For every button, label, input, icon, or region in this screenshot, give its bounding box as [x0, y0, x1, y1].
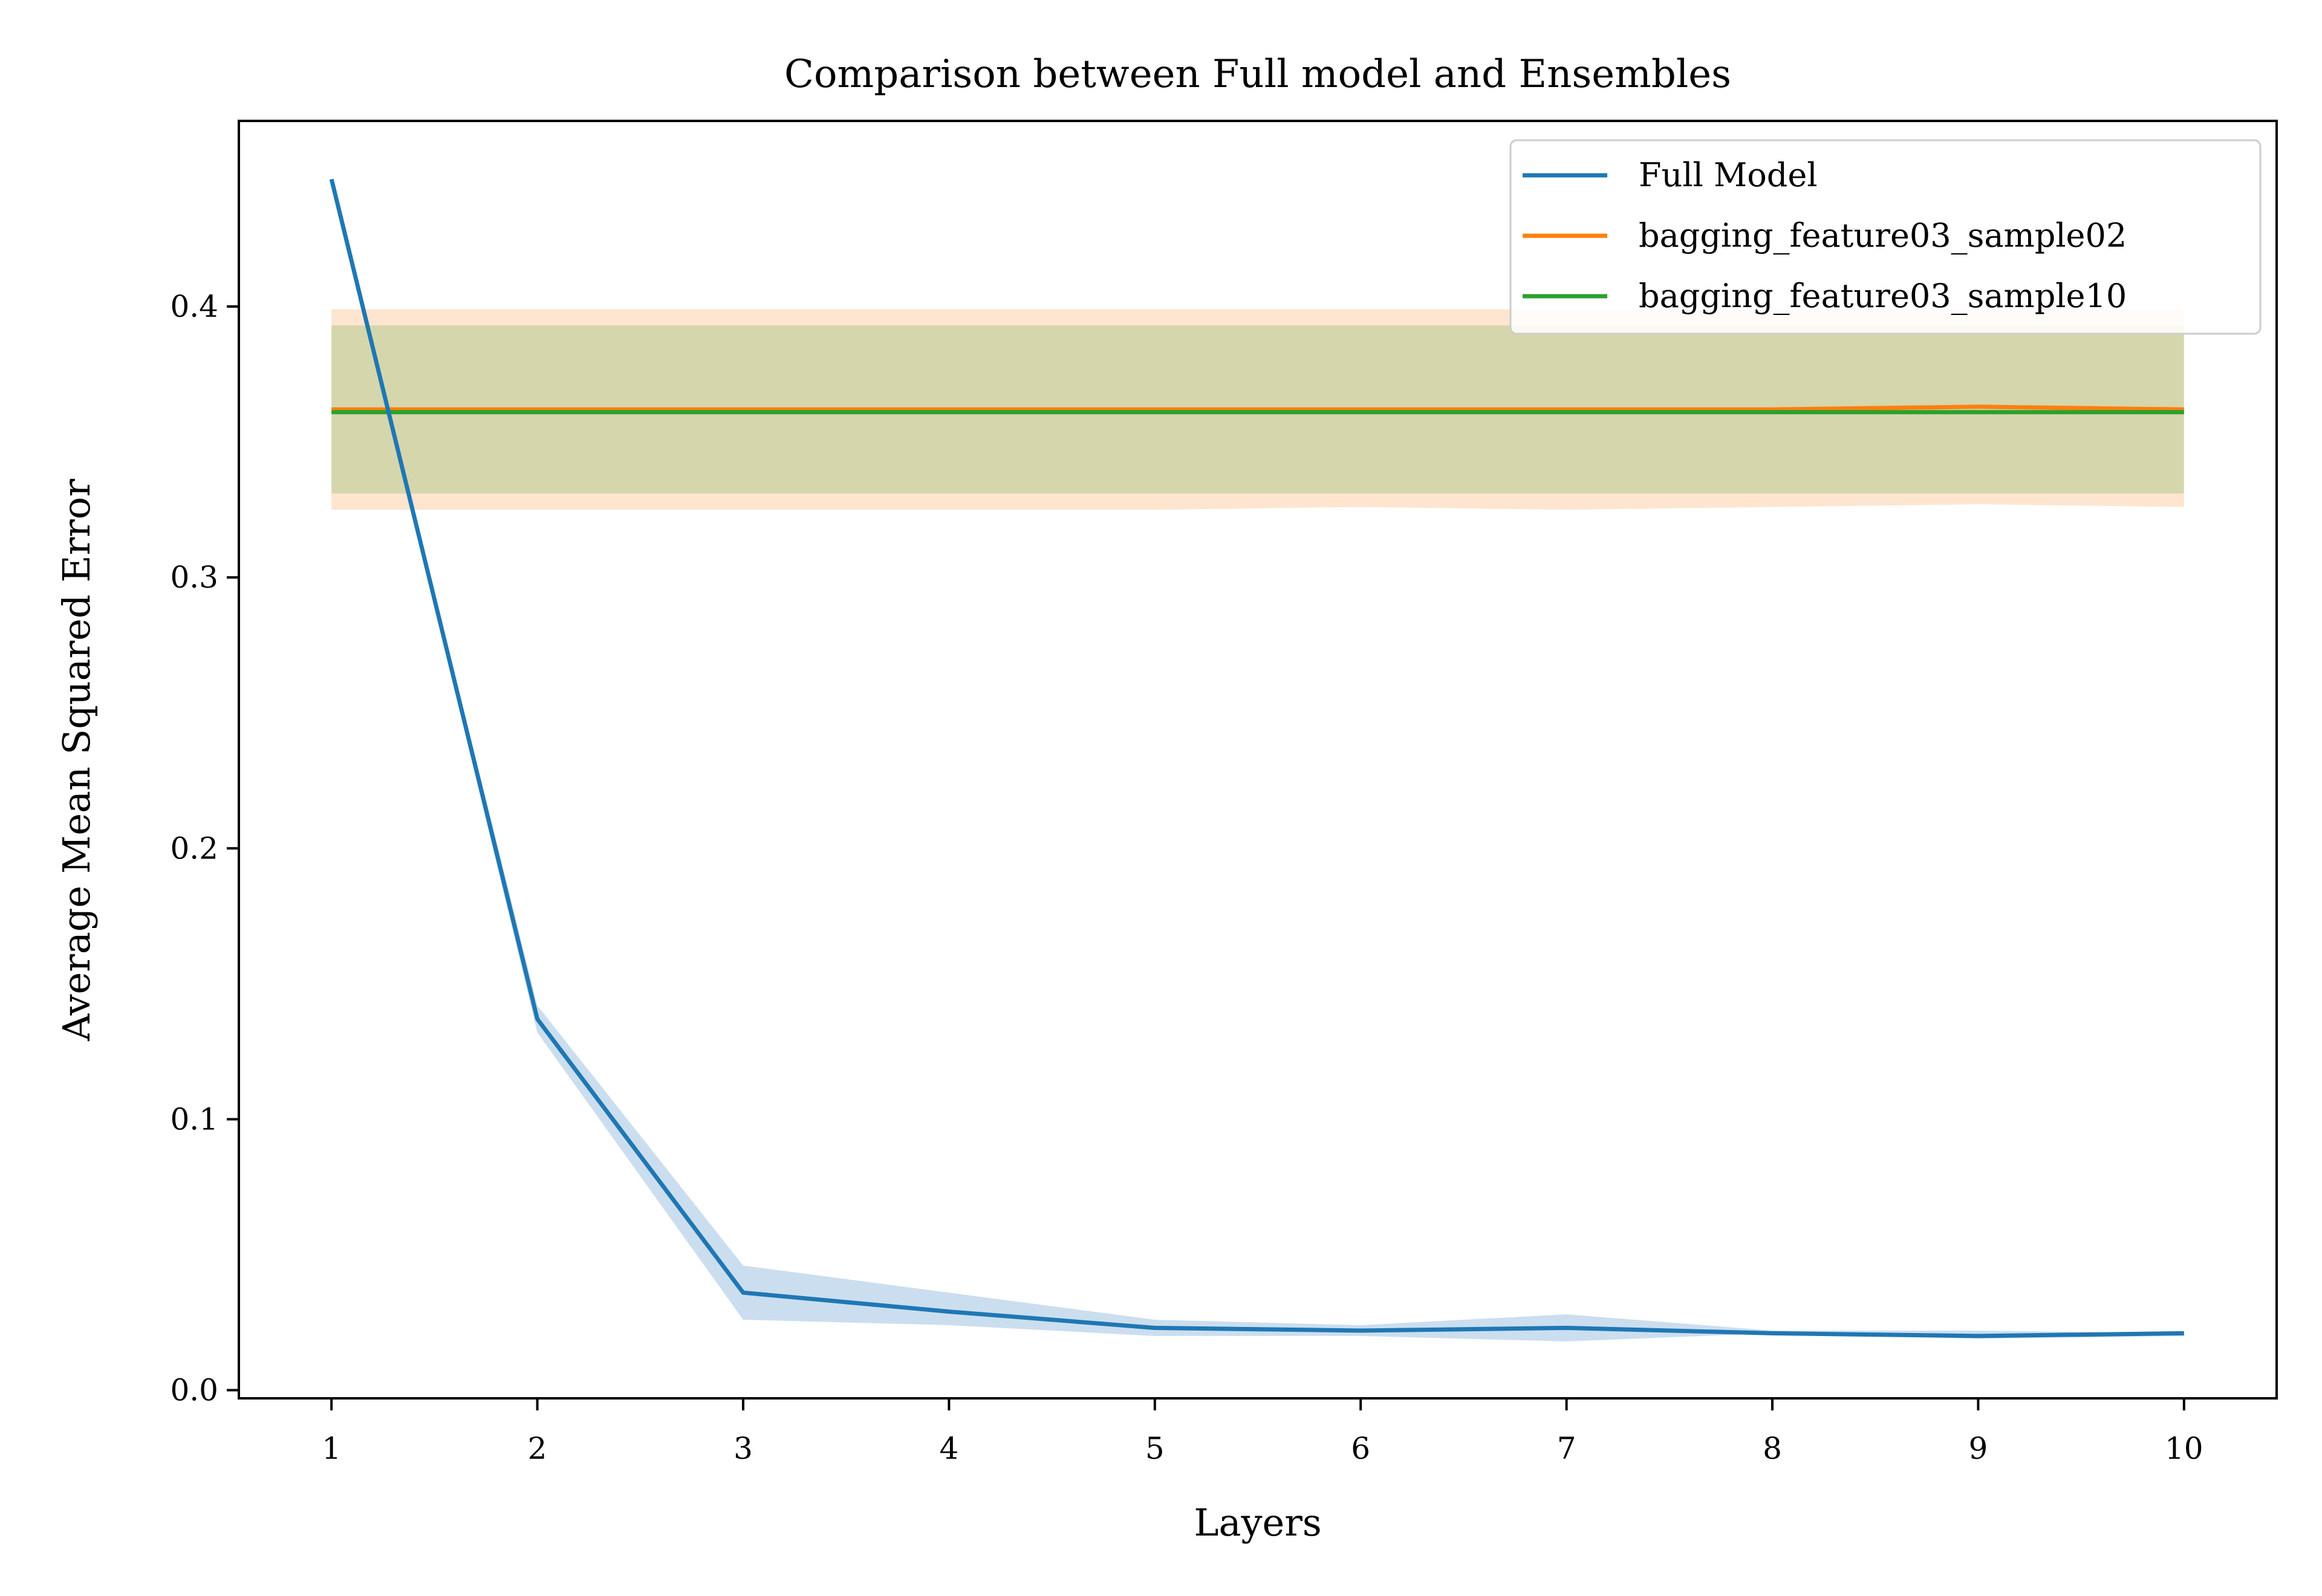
legend-label: bagging_feature03_sample02: [1639, 216, 2127, 255]
x-axis-label: Layers: [1194, 1500, 1321, 1545]
y-tick-label: 0.1: [170, 1101, 218, 1137]
chart-title: Comparison between Full model and Ensemb…: [784, 52, 1731, 97]
legend-entry-sample10: bagging_feature03_sample10: [1523, 277, 2127, 315]
y-tick-label: 0.0: [170, 1373, 218, 1408]
plot-area-frame: [238, 120, 2278, 1400]
legend-entry-full-model: Full Model: [1523, 156, 1818, 194]
x-tick-label: 8: [1763, 1431, 1782, 1466]
x-tick-label: 9: [1969, 1431, 1988, 1466]
x-tick-label: 10: [2165, 1431, 2203, 1466]
x-tick-label: 5: [1145, 1431, 1165, 1466]
y-tick-label: 0.3: [170, 560, 218, 595]
x-tick-label: 4: [939, 1431, 958, 1466]
y-tick-label: 0.4: [170, 289, 218, 324]
series-lines: [329, 178, 2184, 1338]
legend-label: bagging_feature03_sample10: [1639, 277, 2127, 315]
x-tick-label: 7: [1557, 1431, 1576, 1466]
y-axis: 0.0 0.1 0.2 0.3 0.4: [170, 289, 239, 1408]
x-axis: 1 2 3 4 5 6 7 8 9 10: [322, 1398, 2203, 1466]
y-axis-label: Average Mean Squared Error: [54, 479, 99, 1042]
x-tick-label: 3: [733, 1431, 753, 1466]
series-line: [329, 178, 2184, 1338]
legend-label: Full Model: [1639, 156, 1818, 194]
x-tick-label: 1: [322, 1431, 341, 1466]
y-tick-label: 0.2: [170, 831, 218, 866]
legend: Full Model bagging_feature03_sample02 ba…: [1509, 139, 2262, 335]
x-tick-label: 2: [528, 1431, 547, 1466]
legend-entry-sample02: bagging_feature03_sample02: [1523, 216, 2127, 255]
legend-box: [1509, 139, 2262, 335]
x-tick-label: 6: [1351, 1431, 1370, 1466]
series-line: [331, 404, 2184, 412]
